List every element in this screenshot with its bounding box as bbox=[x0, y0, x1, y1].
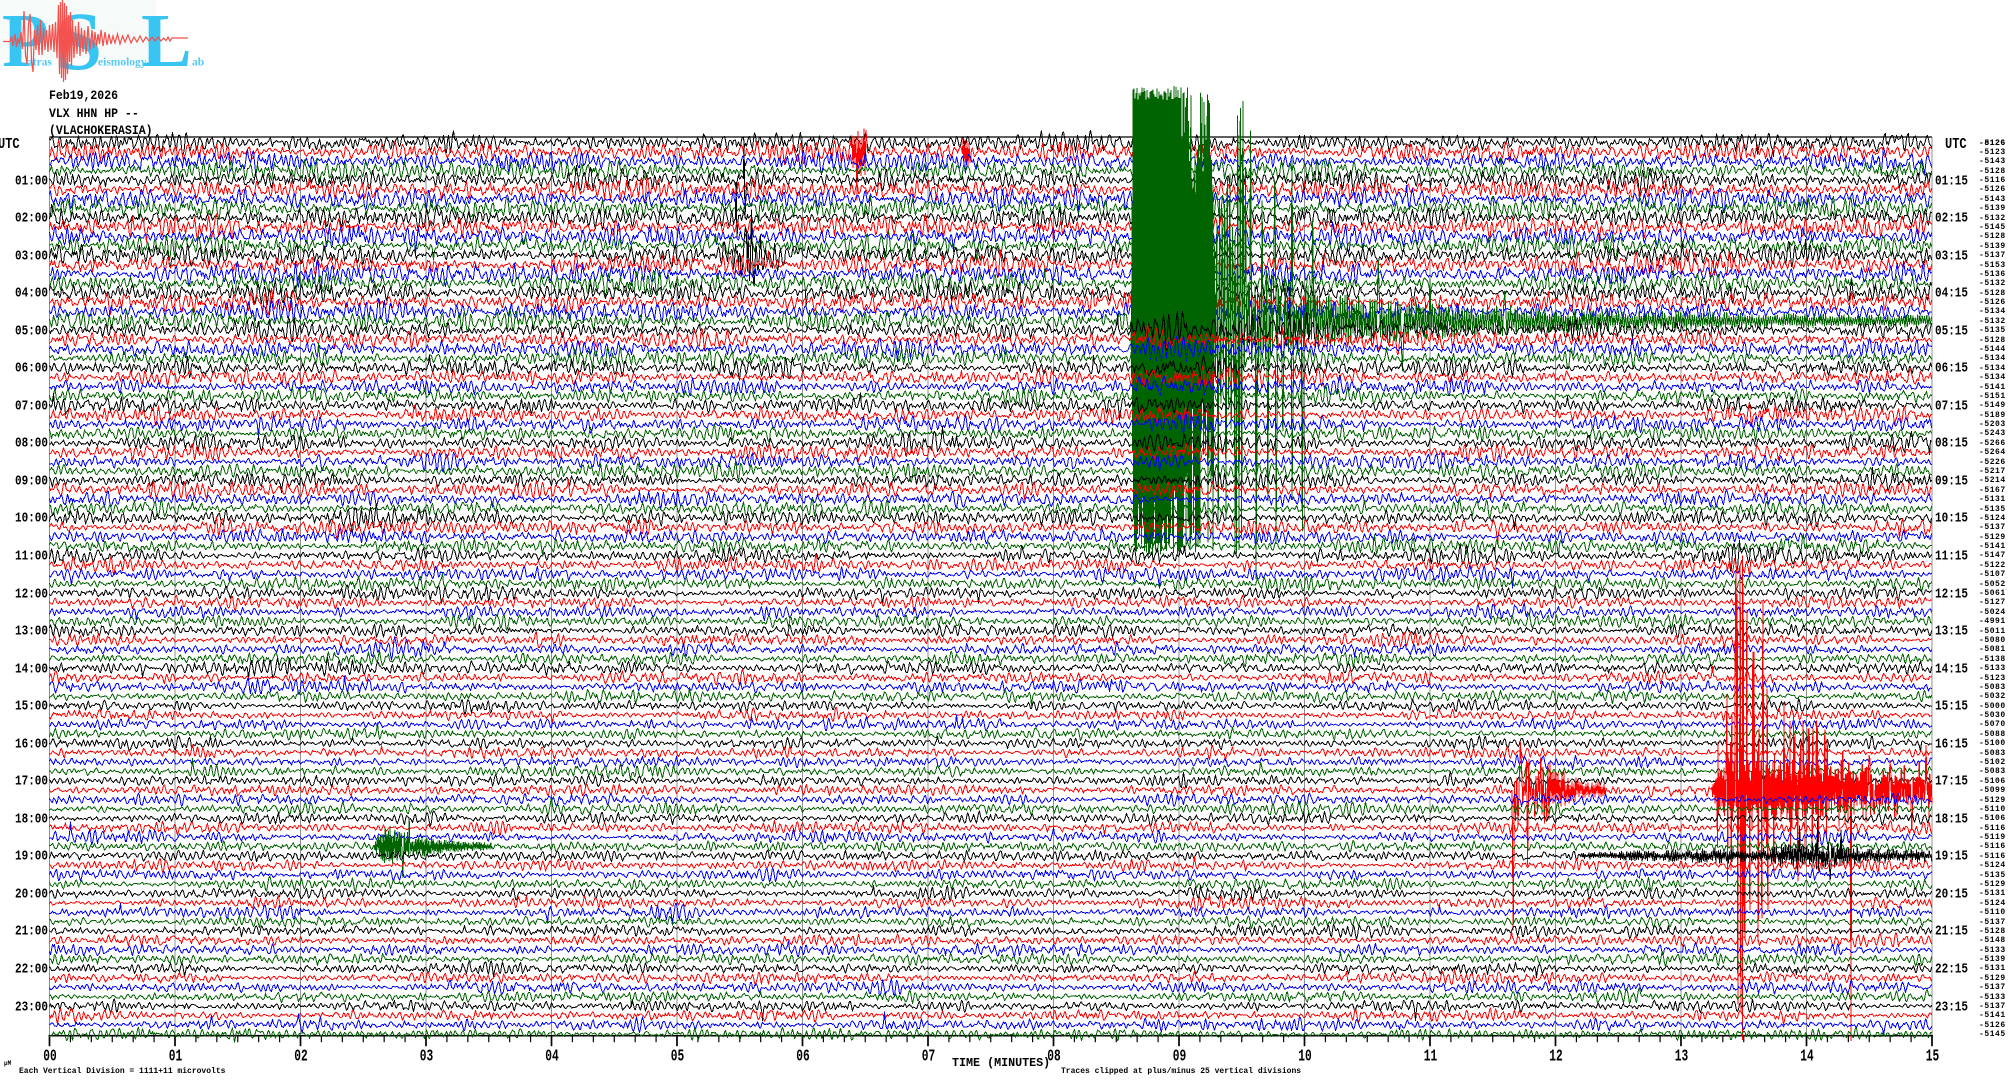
svg-text:ab: ab bbox=[192, 57, 204, 69]
svg-text:atras: atras bbox=[27, 57, 52, 69]
svg-text:L: L bbox=[141, 0, 192, 83]
svg-text:eismology: eismology bbox=[98, 57, 147, 69]
